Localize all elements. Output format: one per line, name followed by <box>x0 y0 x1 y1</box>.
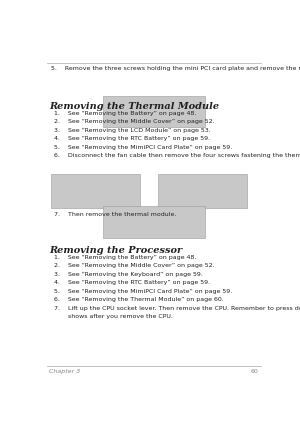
Text: 1.    See “Removing the Battery” on page 48.: 1. See “Removing the Battery” on page 48… <box>54 110 196 116</box>
Text: Removing the Thermal Module: Removing the Thermal Module <box>49 102 219 111</box>
Text: 60: 60 <box>250 368 258 374</box>
Text: 7.    Then remove the thermal module.: 7. Then remove the thermal module. <box>54 212 176 217</box>
Text: 2.    See “Removing the Middle Cover” on page 52.: 2. See “Removing the Middle Cover” on pa… <box>54 263 214 268</box>
FancyBboxPatch shape <box>158 174 247 208</box>
FancyBboxPatch shape <box>103 96 205 127</box>
Text: Chapter 3: Chapter 3 <box>49 368 80 374</box>
Text: shows after you remove the CPU.: shows after you remove the CPU. <box>54 314 173 319</box>
Text: 2.    See “Removing the Middle Cover” on page 52.: 2. See “Removing the Middle Cover” on pa… <box>54 119 214 124</box>
Text: 3.    See “Removing the Keyboard” on page 59.: 3. See “Removing the Keyboard” on page 5… <box>54 272 203 277</box>
Text: 4.    See “Removing the RTC Battery” on page 59.: 4. See “Removing the RTC Battery” on pag… <box>54 280 210 285</box>
Text: 4.    See “Removing the RTC Battery” on page 59.: 4. See “Removing the RTC Battery” on pag… <box>54 136 210 141</box>
Text: Removing the Processor: Removing the Processor <box>49 246 182 255</box>
FancyBboxPatch shape <box>52 174 140 208</box>
Text: 5.    Remove the three screws holding the mini PCI card plate and remove the min: 5. Remove the three screws holding the m… <box>52 66 300 71</box>
Text: 7.    Lift up the CPU socket lever. Then remove the CPU. Remember to press down : 7. Lift up the CPU socket lever. Then re… <box>54 306 300 311</box>
Text: 1.    See “Removing the Battery” on page 48.: 1. See “Removing the Battery” on page 48… <box>54 255 196 260</box>
Text: 3.    See “Removing the LCD Module” on page 53.: 3. See “Removing the LCD Module” on page… <box>54 128 211 133</box>
FancyBboxPatch shape <box>103 207 205 238</box>
Text: 5.    See “Removing the MimiPCI Card Plate” on page 59.: 5. See “Removing the MimiPCI Card Plate”… <box>54 289 232 294</box>
Text: 6.    See “Removing the Thermal Module” on page 60.: 6. See “Removing the Thermal Module” on … <box>54 297 224 302</box>
Text: 5.    See “Removing the MimiPCI Card Plate” on page 59.: 5. See “Removing the MimiPCI Card Plate”… <box>54 144 232 150</box>
Text: 6.    Disconnect the fan cable then remove the four screws fastening the thermal: 6. Disconnect the fan cable then remove … <box>54 153 300 158</box>
